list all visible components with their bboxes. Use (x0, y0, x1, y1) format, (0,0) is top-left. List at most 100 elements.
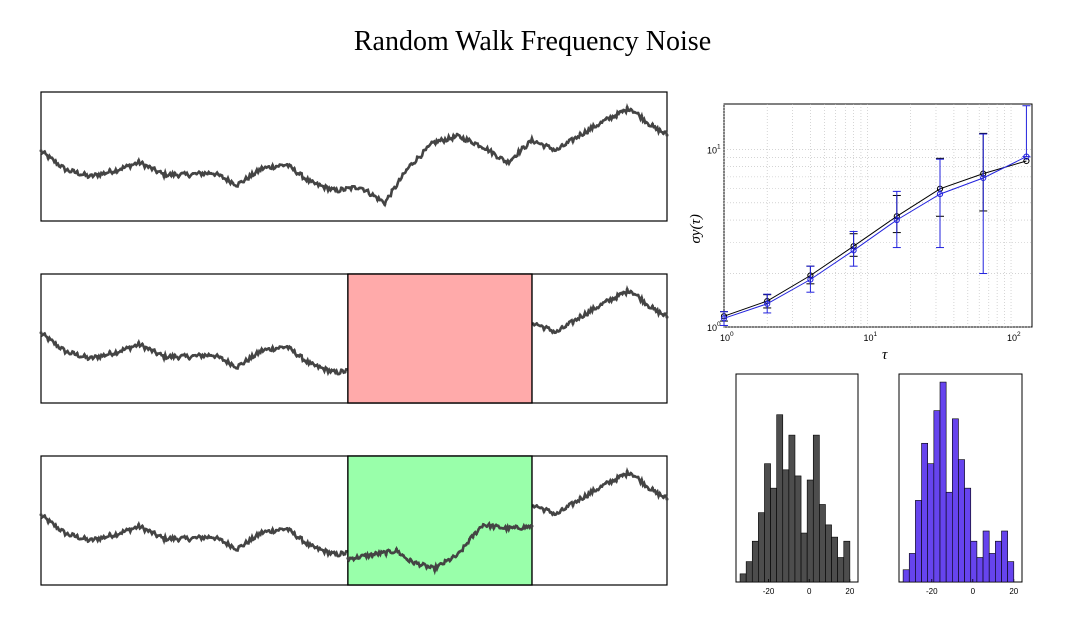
walk-point (564, 507, 568, 511)
walk-point (278, 345, 282, 349)
walk-point (303, 177, 307, 181)
walk-point (538, 142, 542, 146)
walk-point (404, 168, 408, 172)
filled-walk-point (426, 564, 430, 568)
walk-point (126, 346, 130, 350)
walk-point (140, 342, 144, 346)
filled-walk-point (405, 557, 409, 561)
y-tick-exponent: 0 (717, 321, 721, 328)
walk-point (480, 146, 484, 150)
walk-point (169, 538, 173, 542)
walk-point (564, 325, 568, 329)
walk-point (140, 524, 144, 528)
walk-point (571, 321, 575, 325)
walk-point (202, 173, 206, 177)
allan-point (980, 174, 987, 182)
hist-bar (976, 557, 984, 583)
walk-point (267, 347, 271, 351)
hist-tick-label: -20 (763, 587, 775, 596)
walk-point (82, 171, 86, 175)
walk-point (318, 546, 322, 550)
walk-point (593, 125, 597, 129)
walk-point (325, 549, 329, 553)
walk-point (202, 537, 206, 541)
hist-tick-label: 0 (971, 587, 976, 596)
walk-point (108, 350, 112, 354)
walk-point (137, 159, 141, 163)
walk-point (603, 299, 607, 303)
x-tick-label: 10 (720, 333, 730, 343)
walk-point (647, 124, 651, 128)
walk-point (231, 545, 235, 549)
walk-point (339, 550, 343, 554)
walk-point (158, 169, 162, 173)
walk-point (119, 167, 123, 171)
walk-point (661, 313, 665, 317)
walk-point (50, 338, 54, 342)
walk-point (213, 355, 217, 359)
walk-point (343, 370, 347, 374)
walk-point (661, 131, 665, 135)
filled-walk-point (367, 555, 371, 559)
walk-point (509, 158, 513, 162)
walk-point (173, 171, 177, 175)
hist-bar (921, 442, 928, 583)
hist-bar (806, 479, 814, 583)
walk-point (314, 182, 318, 186)
walk-point (115, 170, 119, 174)
walk-point (205, 172, 209, 176)
walk-point (444, 139, 448, 143)
allan-point (850, 247, 857, 254)
walk-point (307, 180, 311, 184)
walk-point (654, 491, 658, 495)
walk-point (535, 322, 539, 326)
walk-point (593, 307, 597, 311)
walk-point (484, 148, 488, 152)
walk-point (104, 171, 108, 175)
walk-point (187, 175, 191, 179)
walk-point (643, 121, 647, 125)
walk-point (72, 350, 76, 354)
walk-point (328, 370, 332, 374)
walk-point (68, 352, 72, 356)
walk-point (625, 105, 629, 109)
walk-point (57, 346, 61, 350)
walk-point (658, 127, 662, 131)
filled-walk-point (346, 556, 350, 560)
walk-point (50, 156, 54, 160)
allan-series-line (723, 160, 1027, 317)
walk-point (177, 539, 181, 543)
walk-point (79, 355, 83, 359)
x-tick-label: 10 (864, 333, 874, 343)
walk-point (397, 177, 401, 181)
walk-point (390, 188, 394, 192)
walk-point (195, 354, 199, 358)
walk-point (300, 353, 304, 357)
walk-point (231, 363, 235, 367)
y-tick-exponent: 1 (717, 143, 721, 150)
walk-point (151, 166, 155, 170)
filled-walk-point (464, 543, 468, 547)
walk-point (647, 488, 651, 492)
filled-walk-point (388, 549, 392, 553)
walk-point (332, 368, 336, 372)
filled-walk-point (506, 525, 510, 529)
walk-point (202, 355, 206, 359)
walk-point (332, 550, 336, 554)
filled-walk-point (520, 527, 524, 531)
walk-point (260, 529, 264, 533)
walk-point (589, 489, 593, 493)
hist-bar (812, 434, 820, 583)
walk-point (43, 150, 47, 154)
walk-point (129, 345, 133, 349)
hist-bar (819, 504, 826, 583)
walk-point (596, 306, 600, 310)
walk-point (303, 359, 307, 363)
walk-point (216, 536, 220, 540)
walk-point (205, 536, 209, 540)
walk-point (347, 186, 351, 190)
walk-point (553, 149, 557, 153)
walk-point (61, 528, 65, 532)
filled-walk-point (509, 525, 513, 529)
